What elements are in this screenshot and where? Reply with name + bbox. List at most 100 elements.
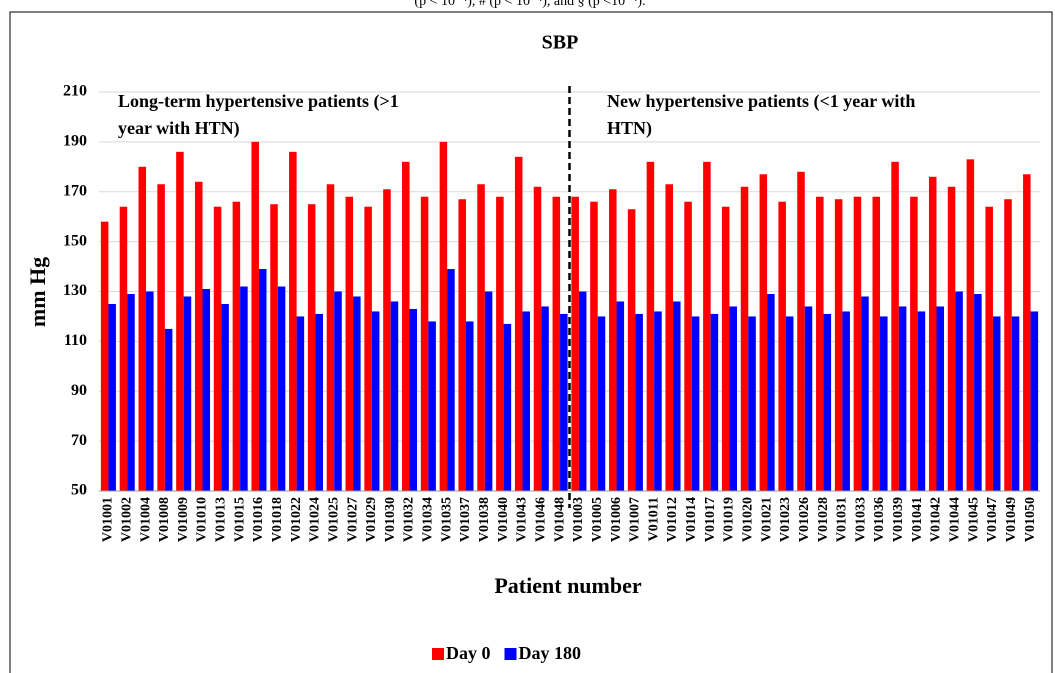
x-tick-label: V01050 [1023,497,1038,542]
x-tick-label: V01030 [383,497,398,542]
x-tick-label: V01048 [552,497,567,542]
y-axis-title: mm Hg [25,257,50,327]
bar [100,221,109,492]
bar [409,308,418,491]
x-tick-label: V01020 [741,497,756,542]
y-tick-label: 150 [63,232,87,249]
bar [420,196,429,492]
bar [936,306,945,491]
bar [627,209,636,492]
x-tick-label: V01008 [157,497,172,542]
bar [578,291,587,491]
bar [729,306,737,491]
bar [910,196,918,492]
x-tick-label: V01028 [816,497,831,542]
bar [816,196,824,492]
x-tick-label: V01045 [966,497,981,542]
bar [785,316,794,491]
x-tick-label: V01049 [1004,497,1019,542]
bar [842,311,850,491]
legend-label: Day 180 [519,643,582,663]
bar [721,206,730,491]
frame [9,11,1053,673]
bar [917,311,926,491]
bar [985,206,993,491]
bar [928,176,937,491]
chart-title: SBP [542,32,579,54]
bar [616,301,625,491]
bar [477,184,485,492]
legend-swatch [504,648,517,660]
bar [552,196,561,492]
x-tick-label: V01032 [402,497,417,542]
bar [514,156,523,491]
bar [853,196,862,492]
x-tick-label: V01036 [872,497,887,542]
bar [654,311,662,491]
bar [289,151,297,491]
bar [164,328,173,491]
bar [684,201,692,491]
bar [710,313,719,491]
y-tick-label: 50 [71,482,87,499]
bar [992,316,1001,491]
bar [804,306,813,491]
x-tick-label: V01040 [496,497,511,542]
bar [1004,199,1012,491]
bar [127,293,135,491]
bar [522,311,530,491]
bar [345,196,354,492]
bar [258,269,267,491]
bar [691,316,700,491]
bar [232,201,241,491]
bar [541,306,549,491]
bar [194,181,203,491]
x-tick-label: V01005 [590,497,605,542]
x-tick-label: V01002 [119,497,134,542]
annotation: New hypertensive patients (<1 year with [607,91,915,112]
x-tick-label: V01009 [176,497,191,542]
bar [315,313,323,491]
caption: (p < 10⁻⁴), # (p < 10⁻⁴), and § (p <10⁻⁴… [414,0,645,9]
bar [383,189,391,491]
bar [767,293,775,491]
x-axis-title: Patient number [494,573,642,598]
y-tick-label: 90 [71,382,87,399]
bar [597,316,606,491]
bar [590,201,598,491]
bar [503,323,512,491]
x-tick-label: V01011 [646,497,661,541]
bar [955,291,963,491]
y-tick-label: 110 [64,332,87,349]
bar [157,184,165,492]
bar [823,313,832,491]
bar [834,199,843,491]
bar [402,161,410,491]
x-tick-label: V01039 [891,497,906,542]
bar [635,313,643,491]
x-tick-label: V01022 [289,497,304,542]
x-tick-label: V01021 [759,497,774,542]
y-tick-label: 70 [71,432,87,449]
x-tick-label: V01023 [778,497,793,542]
bar [861,296,869,491]
x-tick-label: V01046 [533,497,548,542]
x-tick-label: V01012 [665,497,680,542]
x-tick-label: V01034 [421,497,436,542]
x-tick-label: V01041 [910,497,925,542]
bar [364,206,372,491]
bar [560,313,568,491]
bar [447,269,455,491]
bar [307,204,316,491]
x-tick-label: V01026 [797,497,812,542]
bar [740,186,749,491]
x-tick-label: V01025 [326,497,341,542]
bar [270,204,278,491]
x-tick-label: V01017 [703,497,718,542]
bar [428,321,436,491]
bar [251,141,259,491]
bar [371,311,380,491]
bar [759,174,768,491]
x-tick-label: V01024 [308,497,323,542]
